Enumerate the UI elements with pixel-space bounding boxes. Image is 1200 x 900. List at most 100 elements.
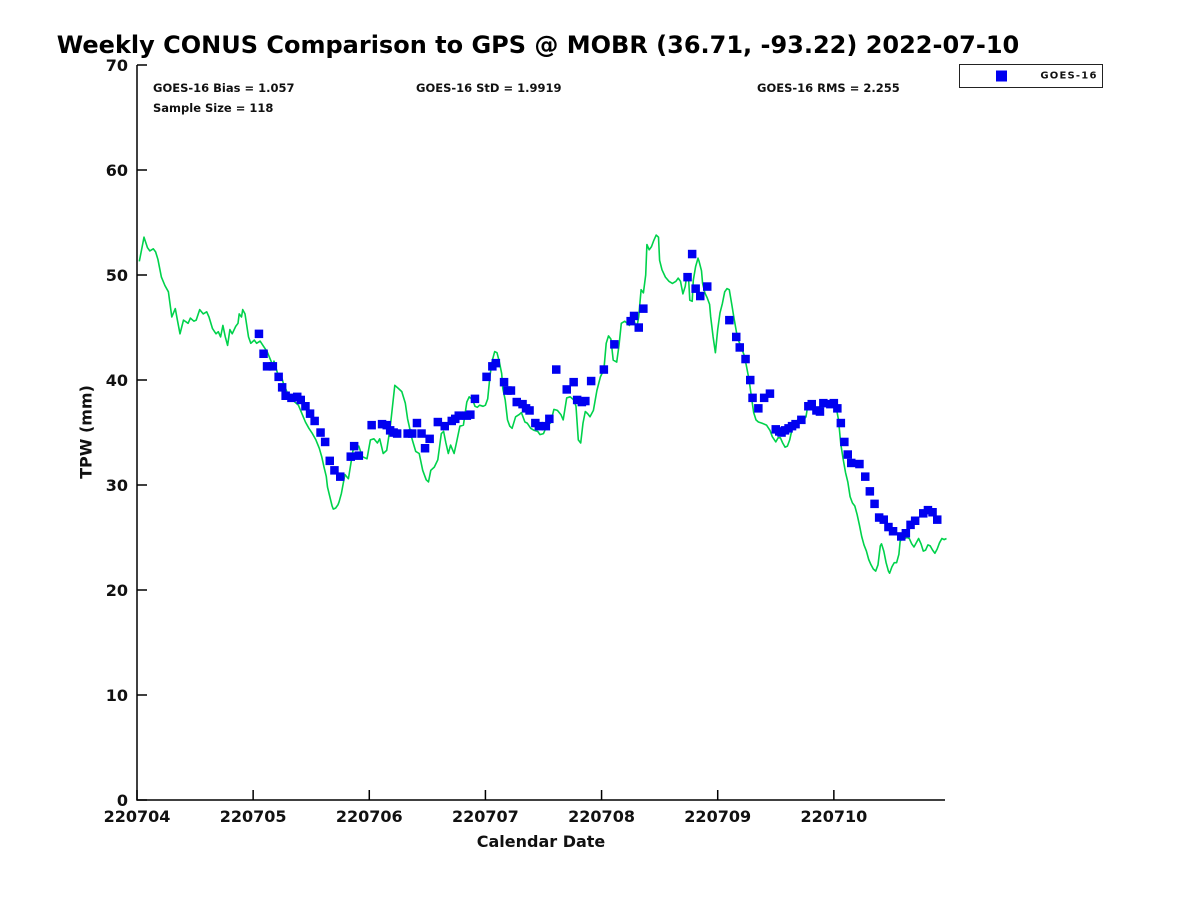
y-tick-label: 30 xyxy=(106,476,128,495)
goes16-point xyxy=(829,398,839,408)
goes16-point xyxy=(797,415,806,425)
stat-sample-size: Sample Size = 118 xyxy=(153,101,274,115)
goes16-point xyxy=(412,418,422,428)
goes16-point xyxy=(262,362,272,371)
goes16-point xyxy=(855,459,864,469)
legend: GOES-16 xyxy=(959,64,1103,88)
goes16-point xyxy=(403,429,412,438)
goes16-point xyxy=(754,404,763,413)
goes16-point xyxy=(417,429,426,438)
goes16-point xyxy=(349,441,359,451)
x-tick-label: 220705 xyxy=(220,807,287,826)
goes16-point xyxy=(354,451,364,460)
x-tick-label: 220708 xyxy=(568,807,635,826)
goes16-point xyxy=(888,527,898,536)
x-tick-label: 220709 xyxy=(684,807,751,826)
goes16-point xyxy=(870,499,879,509)
goes16-point xyxy=(906,520,915,530)
x-tick-label: 220706 xyxy=(336,807,403,826)
x-tick-label: 220707 xyxy=(452,807,519,826)
goes16-point xyxy=(330,466,339,475)
goes16-point xyxy=(581,396,590,406)
goes16-point xyxy=(305,409,315,418)
goes16-point xyxy=(847,458,856,468)
goes16-point xyxy=(382,420,391,430)
goes16-point xyxy=(629,311,639,321)
goes16-point xyxy=(274,372,283,382)
stat-std: GOES-16 StD = 1.9919 xyxy=(416,81,562,95)
goes16-point xyxy=(552,365,561,374)
stat-rms: GOES-16 RMS = 2.255 xyxy=(757,81,900,95)
goes16-point xyxy=(610,340,619,349)
goes16-point xyxy=(310,416,319,426)
axis-spines xyxy=(136,65,945,801)
goes16-point xyxy=(408,429,417,438)
goes16-point xyxy=(879,515,888,524)
goes16-point xyxy=(732,332,741,342)
y-tick-label: 50 xyxy=(106,266,128,285)
y-tick-label: 70 xyxy=(106,56,128,75)
goes16-point xyxy=(696,291,705,301)
goes16-point xyxy=(392,429,402,438)
goes16-point xyxy=(287,393,296,403)
y-tick-label: 40 xyxy=(106,371,128,390)
goes16-point xyxy=(634,323,643,332)
goes16-point xyxy=(735,343,744,352)
legend-label: GOES-16 xyxy=(1040,70,1098,82)
goes16-point xyxy=(254,329,264,339)
goes16-point xyxy=(874,513,884,522)
goes16-point xyxy=(928,508,937,517)
goes16-point xyxy=(683,272,692,282)
goes16-point xyxy=(425,434,434,444)
goes16-point xyxy=(626,316,635,326)
goes16-point xyxy=(259,349,268,358)
goes16-point xyxy=(562,385,571,394)
goes16-point xyxy=(572,395,582,405)
goes16-point xyxy=(833,404,842,413)
goes16-point xyxy=(815,407,825,416)
x-tick-label: 220710 xyxy=(800,807,867,826)
goes16-point xyxy=(545,414,554,424)
goes16-point xyxy=(791,419,800,429)
goes16-point xyxy=(901,529,911,538)
goes16-point xyxy=(897,532,906,541)
goes16-point xyxy=(599,365,609,374)
goes16-point xyxy=(316,428,325,437)
goes16-point xyxy=(569,377,578,387)
goes16-point xyxy=(861,472,870,481)
goes16-point xyxy=(466,410,475,419)
goes16-point xyxy=(639,304,648,313)
goes16-point xyxy=(525,406,534,415)
goes16-point xyxy=(281,391,290,400)
goes16-point xyxy=(534,421,544,431)
goes16-point xyxy=(512,397,521,407)
goes16-point xyxy=(910,516,920,525)
goes16-point xyxy=(440,421,449,431)
goes16-point xyxy=(277,383,287,392)
goes16-point xyxy=(268,362,278,371)
goes16-point xyxy=(933,515,942,524)
goes16-point xyxy=(759,393,769,403)
y-tick-label: 10 xyxy=(106,686,128,705)
goes16-point xyxy=(506,386,516,395)
goes16-point xyxy=(725,315,734,325)
goes16-point xyxy=(741,354,750,364)
chart-title: Weekly CONUS Comparison to GPS @ MOBR (3… xyxy=(56,31,1020,59)
goes16-point xyxy=(865,487,875,496)
axes: 0 10 20 30 40 50 60 70 220704 220705 220706 220707 2… xyxy=(104,56,945,826)
y-tick-label: 0 xyxy=(117,791,128,810)
stat-bias: GOES-16 Bias = 1.057 xyxy=(153,81,295,95)
goes16-point xyxy=(482,372,491,382)
goes16-point xyxy=(336,472,345,481)
goes16-point xyxy=(819,398,828,408)
goes16-point xyxy=(840,437,849,447)
goes16-point xyxy=(836,418,846,428)
y-tick-label: 60 xyxy=(106,161,128,180)
goes16-point xyxy=(884,522,893,532)
data-series xyxy=(138,234,947,575)
goes16-point xyxy=(748,393,757,403)
goes16-point xyxy=(296,395,305,405)
goes16-point xyxy=(367,420,376,430)
legend-square-marker-icon xyxy=(996,70,1007,82)
